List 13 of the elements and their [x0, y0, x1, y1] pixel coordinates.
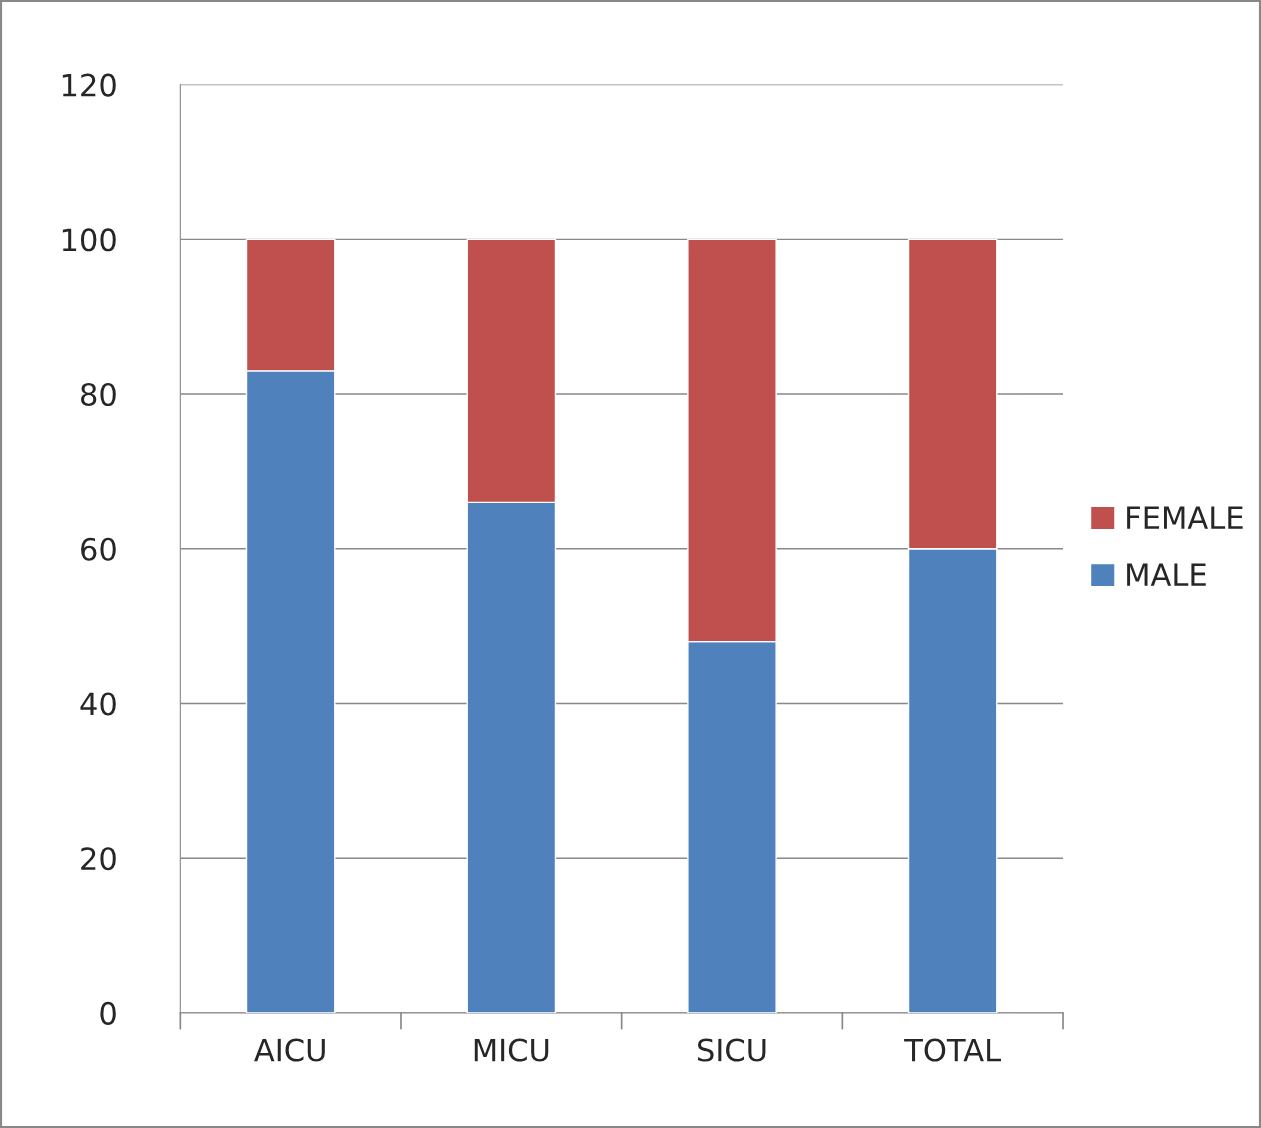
legend-label: MALE	[1127, 563, 1206, 586]
y-tick-label: 120	[62, 73, 116, 97]
y-tick-label: 100	[62, 228, 116, 252]
y-tick-label: 20	[81, 847, 116, 871]
x-tick-label: AICU	[254, 1038, 325, 1062]
y-tick-label: 0	[100, 1001, 116, 1025]
x-tick-label: MICU	[474, 1038, 549, 1062]
x-tick-label: SICU	[697, 1038, 766, 1062]
legend-label: FEMALE	[1127, 506, 1243, 529]
x-tick-label: TOTAL	[904, 1038, 1001, 1062]
y-tick-label: 40	[80, 692, 116, 716]
y-tick-label: 80	[81, 382, 116, 407]
y-tick-label: 60	[81, 537, 116, 561]
